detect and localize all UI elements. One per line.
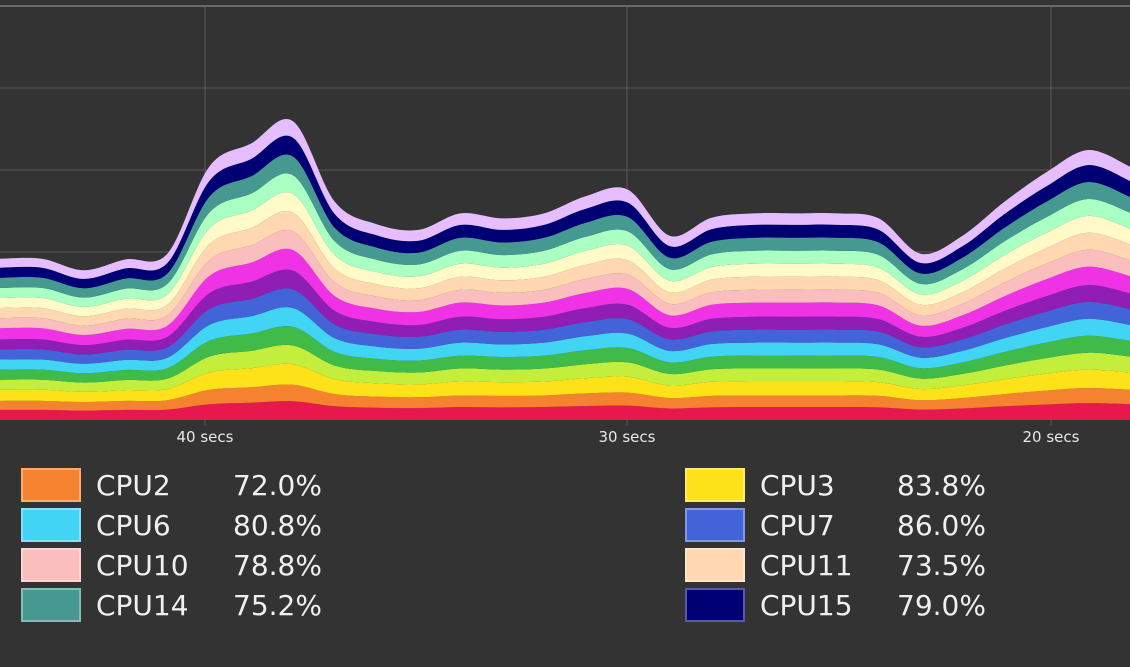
legend-cpu-name: CPU6 (96, 509, 171, 542)
legend-item: CPU10 78.8% (21, 546, 441, 586)
legend-item: CPU15 79.0% (685, 586, 1105, 626)
series-area-cpu5 (0, 326, 1130, 383)
series-area-cpu4 (0, 344, 1130, 392)
legend-cpu-value: 73.5% (897, 549, 986, 582)
series-area-cpu0 (0, 401, 1130, 420)
legend-cpu-value: 83.8% (897, 469, 986, 502)
legend-swatch (685, 548, 745, 582)
stacked-area-plot: 40 secs 30 secs 20 secs (0, 5, 1130, 446)
legend-cpu-name: CPU15 (760, 589, 853, 622)
series-area-cpu3 (0, 363, 1130, 402)
series-area-cpu7 (0, 288, 1130, 364)
series-area-cpu9 (0, 248, 1130, 346)
legend-cpu-name: CPU7 (760, 509, 835, 542)
legend-swatch (21, 588, 81, 622)
legend-cpu-value: 86.0% (897, 509, 986, 542)
cpu-history-chart: 40 secs 30 secs 20 secs (0, 5, 1130, 446)
legend-cpu-name: CPU3 (760, 469, 835, 502)
legend-item: CPU14 75.2% (21, 586, 441, 626)
legend-cpu-value: 78.8% (233, 549, 322, 582)
series-area-cpu8 (0, 269, 1130, 355)
x-tick-label: 40 secs (177, 428, 234, 446)
legend-item: CPU6 80.8% (21, 506, 441, 546)
series-area-cpu14 (0, 154, 1130, 298)
legend-item: CPU2 72.0% (21, 466, 441, 506)
legend-cpu-value: 80.8% (233, 509, 322, 542)
legend-cpu-value: 72.0% (233, 469, 322, 502)
x-tick-label: 30 secs (599, 428, 656, 446)
legend-swatch (21, 468, 81, 502)
legend-item: CPU7 86.0% (685, 506, 1105, 546)
legend-cpu-value: 79.0% (897, 589, 986, 622)
legend-left-column: CPU2 72.0% CPU6 80.8% CPU10 78.8% CPU14 … (21, 466, 441, 626)
legend-swatch (21, 508, 81, 542)
legend-cpu-name: CPU10 (96, 549, 189, 582)
legend-item: CPU11 73.5% (685, 546, 1105, 586)
series-area-cpu10 (0, 229, 1130, 336)
series-area-cpu12 (0, 192, 1130, 317)
legend-cpu-name: CPU11 (760, 549, 853, 582)
legend-right-column: CPU3 83.8% CPU7 86.0% CPU11 73.5% CPU15 … (685, 466, 1105, 626)
series-area-cpu6 (0, 307, 1130, 374)
legend-item: CPU3 83.8% (685, 466, 1105, 506)
legend-cpu-name: CPU14 (96, 589, 189, 622)
x-tick-label: 20 secs (1023, 428, 1080, 446)
series-area-cpu15 (0, 135, 1130, 289)
series-area-cpu2 (0, 384, 1130, 411)
legend-swatch (685, 508, 745, 542)
legend-swatch (21, 548, 81, 582)
series-area-cpu13 (0, 173, 1130, 308)
legend-cpu-name: CPU2 (96, 469, 171, 502)
series-area-cpu11 (0, 211, 1130, 326)
legend-swatch (685, 468, 745, 502)
legend-swatch (685, 588, 745, 622)
legend-cpu-value: 75.2% (233, 589, 322, 622)
